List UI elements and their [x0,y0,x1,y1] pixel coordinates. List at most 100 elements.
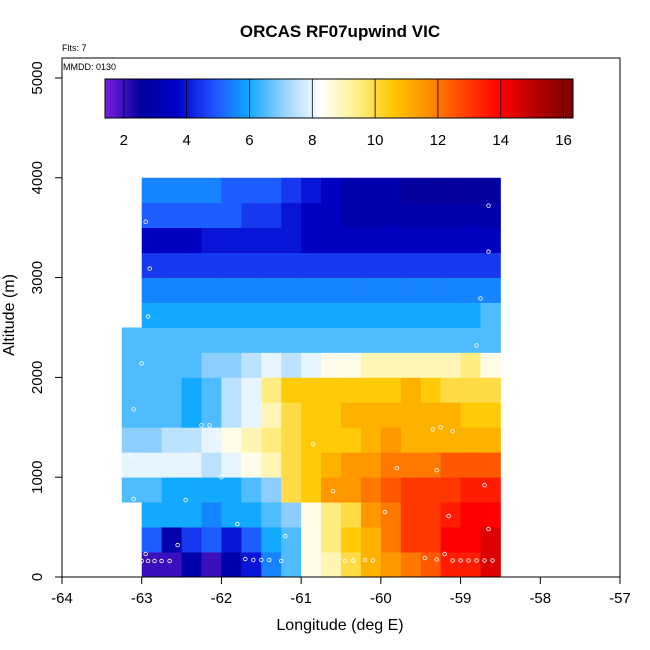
heatmap-cell [221,477,242,503]
track-point [486,203,491,208]
track-point [175,542,180,548]
heatmap-cell [380,327,402,353]
x-tick-label: -62 [211,590,233,607]
heatmap-cell [141,302,163,328]
track-point [207,423,212,428]
heatmap-cell [360,527,382,553]
heatmap-cell [141,552,163,578]
colorbar: 2 4 6 8 10 12 14 16 [104,78,574,149]
heatmap-cell [400,377,422,403]
heatmap-cell [241,402,262,428]
heatmap-cell [341,527,362,553]
colorbar-gradient [104,78,574,119]
track-point [131,407,136,412]
heatmap-cell [281,377,302,403]
heatmap-cell [261,452,282,478]
heatmap-cell [281,527,302,553]
colorbar-tick-label: 10 [367,132,384,149]
track-point [259,557,264,563]
heatmap-cell [341,502,362,528]
track-point [482,483,487,488]
heatmap-cell [181,227,202,254]
heatmap-cell [440,527,461,553]
heatmap-cell [341,177,362,204]
heatmap-cell [480,402,501,428]
track-point [438,425,443,430]
track-point [167,558,172,564]
heatmap-cell [341,377,362,403]
track-point [474,558,479,563]
heatmap-cell [341,552,362,578]
heatmap-cell [161,502,182,528]
heatmap-cell [161,352,182,378]
track-point [127,453,132,458]
heatmap-cell [341,227,362,254]
heatmap-cell [121,427,143,453]
heatmap-cell [161,377,182,403]
heatmap-cell [341,477,362,503]
heatmap-cell [221,327,242,353]
heatmap-cell [321,452,342,478]
heatmap-cell [360,352,382,378]
heatmap-cell [161,277,182,303]
heatmap-cell [181,527,202,553]
heatmap-cell [420,352,442,378]
flights-annotation: Flts: 7 [62,43,87,53]
heatmap-cell [400,502,422,528]
x-axis-label: Longitude (deg E) [276,617,403,634]
track-point [482,558,487,563]
heatmap-cell [460,327,481,353]
heatmap-cell [420,527,442,553]
heatmap-cell [201,302,222,328]
heatmap-cell [440,302,461,328]
heatmap-cell [281,227,302,254]
heatmap-cell [460,377,481,403]
heatmap-cell [141,327,163,353]
heatmap-cell [321,252,342,278]
heatmap-cell [321,552,342,578]
heatmap-cell [121,452,143,478]
heatmap-cell [321,202,342,229]
heatmap-cell [301,502,322,528]
heatmap-cell [281,352,302,378]
heatmap-cell [341,252,362,278]
heatmap-cell [480,452,501,478]
heatmap-cell [261,277,282,303]
track-point [362,557,368,563]
heatmap-cell [400,552,422,578]
heatmap-cell [161,252,182,278]
heatmap-cell [301,277,322,303]
heatmap-cell [480,227,501,254]
heatmap-cell [281,502,302,528]
heatmap-cell [380,252,402,278]
heatmap-cell [141,352,163,378]
track-point [350,558,356,563]
heatmap-cell [420,452,442,478]
heatmap-cell [221,352,242,378]
track-point [310,442,316,447]
heatmap-cell [181,327,202,353]
heatmap-cell [181,302,202,328]
heatmap-cell [341,277,362,303]
y-tick-label: 5000 [29,61,46,94]
heatmap-cell [281,477,302,503]
heatmap-cell [161,527,182,553]
heatmap-cell [281,177,302,204]
heatmap-cell [480,327,501,353]
colorbar-tick-label: 6 [245,132,253,149]
track-point [251,557,256,563]
colorbar-tick-label: 12 [430,132,447,149]
track-point [342,558,348,564]
track-point [478,296,483,301]
heatmap-cell [261,477,282,503]
y-tick-label: 2000 [29,361,46,394]
heatmap-cell [420,177,442,204]
heatmap-cell [440,477,461,503]
heatmap-cell [201,552,222,578]
heatmap-cell [241,277,262,303]
heatmap-cell [400,402,422,428]
heatmap-cell [321,302,342,328]
heatmap-cell [261,502,282,528]
heatmap-cell [221,527,242,553]
heatmap-cell [360,252,382,278]
